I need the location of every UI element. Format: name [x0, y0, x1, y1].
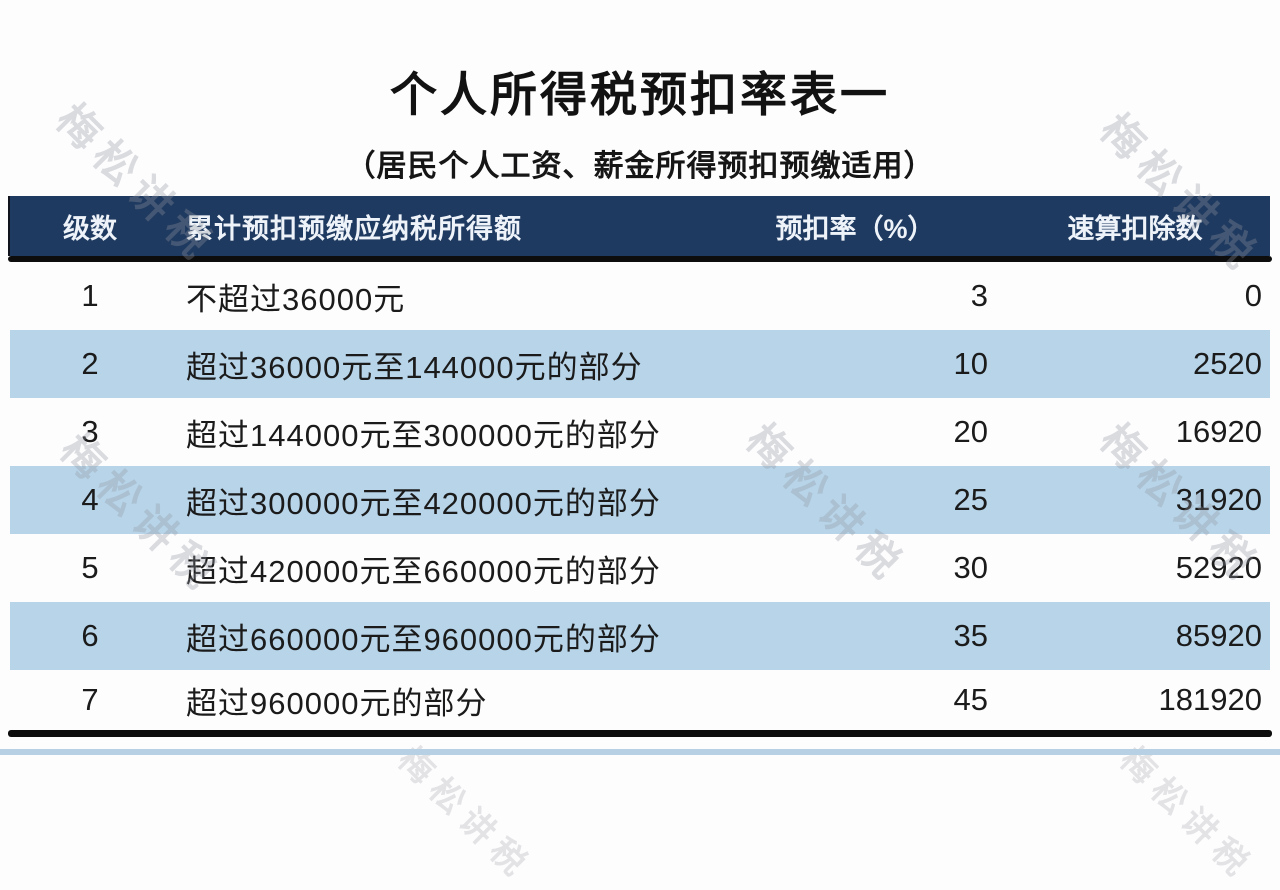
cell-rate: 3 [970, 278, 988, 313]
cell-bracket: 不超过36000元 [186, 281, 406, 317]
cell-rate: 25 [953, 482, 988, 517]
cell-rate: 10 [953, 346, 988, 381]
cell-bracket: 超过660000元至960000元的部分 [186, 621, 661, 657]
tax-table-page: 个人所得税预扣率表一 （居民个人工资、薪金所得预扣预缴适用） 级数 累计预扣预缴… [0, 68, 1280, 889]
table-row: 2 超过36000元至144000元的部分 10 2520 [10, 330, 1270, 398]
table-row: 5 超过420000元至660000元的部分 30 52920 [10, 534, 1270, 602]
page-title: 个人所得税预扣率表一 [390, 68, 890, 121]
cell-bracket: 超过960000元的部分 [186, 685, 488, 721]
cell-bracket: 超过420000元至660000元的部分 [186, 553, 661, 589]
table-row: 7 超过960000元的部分 45 181920 [10, 670, 1270, 730]
header-cell-level: 级数 [63, 213, 117, 244]
cell-deduction: 0 [1244, 278, 1262, 313]
header-cell-rate: 预扣率（%） [775, 213, 935, 244]
cell-level: 5 [81, 550, 99, 585]
cell-deduction: 85920 [1175, 618, 1262, 653]
table-header-row: 级数 累计预扣预缴应纳税所得额 预扣率（%） 速算扣除数 [10, 196, 1270, 256]
cell-level: 2 [81, 346, 99, 381]
header-cell-deduction: 速算扣除数 [1067, 213, 1203, 244]
cell-bracket: 超过36000元至144000元的部分 [186, 349, 643, 385]
table-row: 6 超过660000元至960000元的部分 35 85920 [10, 602, 1270, 670]
watermark: 梅松讲税 [1112, 740, 1262, 889]
cell-deduction: 16920 [1175, 414, 1262, 449]
cell-deduction: 2520 [1193, 346, 1262, 381]
table-row: 4 超过300000元至420000元的部分 25 31920 [10, 466, 1270, 534]
cell-level: 4 [81, 482, 99, 517]
header-cell-bracket: 累计预扣预缴应纳税所得额 [186, 213, 522, 244]
page-subtitle: （居民个人工资、薪金所得预扣预缴适用） [345, 150, 935, 183]
cell-rate: 20 [953, 414, 988, 449]
cell-level: 1 [81, 278, 99, 313]
bottom-edge-strip [0, 749, 1280, 755]
table-row: 3 超过144000元至300000元的部分 20 16920 [10, 398, 1270, 466]
watermark: 梅松讲税 [390, 740, 540, 889]
cell-deduction: 31920 [1175, 482, 1262, 517]
footer-divider-rule [8, 730, 1272, 737]
header-divider-rule [8, 256, 1272, 262]
cell-deduction: 181920 [1158, 682, 1262, 717]
cell-rate: 30 [953, 550, 988, 585]
cell-bracket: 超过300000元至420000元的部分 [186, 485, 661, 521]
cell-level: 3 [81, 414, 99, 449]
cell-bracket: 超过144000元至300000元的部分 [186, 417, 661, 453]
cell-deduction: 52920 [1175, 550, 1262, 585]
cell-level: 6 [81, 618, 99, 653]
cell-rate: 45 [953, 682, 988, 717]
cell-rate: 35 [953, 618, 988, 653]
table-row: 1 不超过36000元 3 0 [10, 262, 1270, 330]
cell-level: 7 [81, 682, 99, 717]
tax-rate-table: 级数 累计预扣预缴应纳税所得额 预扣率（%） 速算扣除数 1 不超过36000元… [8, 196, 1272, 737]
